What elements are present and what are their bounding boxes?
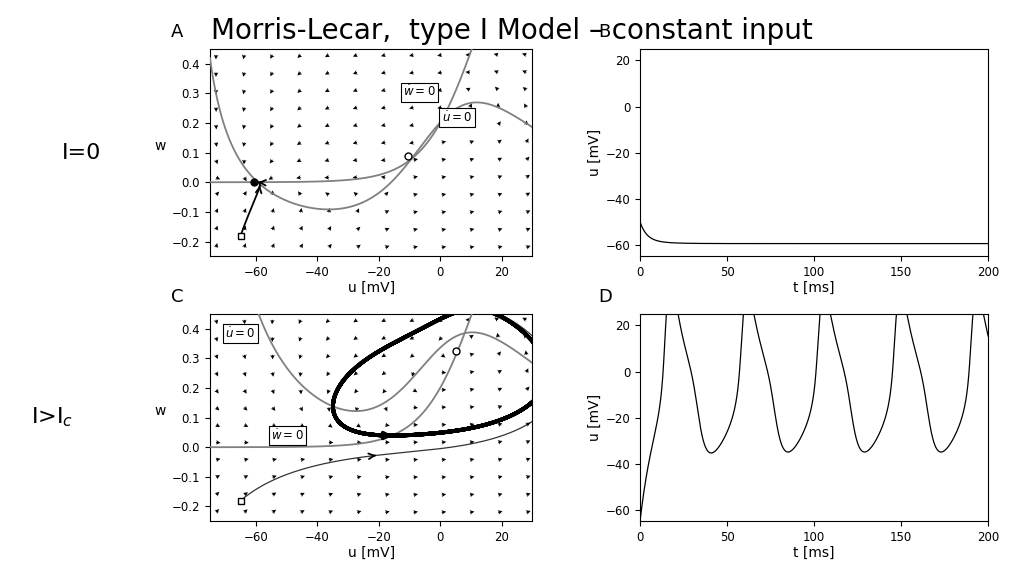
Y-axis label: u [mV]: u [mV] [588, 394, 601, 441]
Text: I>I$_c$: I>I$_c$ [31, 406, 73, 429]
Text: A: A [171, 22, 183, 41]
Text: $\dot{w}=0$: $\dot{w}=0$ [403, 85, 436, 99]
X-axis label: t [ms]: t [ms] [794, 545, 835, 559]
X-axis label: t [ms]: t [ms] [794, 281, 835, 294]
Text: $\dot{u}=0$: $\dot{u}=0$ [442, 110, 472, 124]
Text: C: C [171, 287, 183, 306]
Y-axis label: w: w [155, 404, 166, 418]
Text: D: D [598, 287, 612, 306]
Y-axis label: u [mV]: u [mV] [588, 129, 601, 176]
Text: Morris-Lecar,  type I Model – constant input: Morris-Lecar, type I Model – constant in… [211, 17, 813, 46]
Text: I=0: I=0 [61, 143, 100, 162]
Y-axis label: w: w [155, 139, 166, 153]
X-axis label: u [mV]: u [mV] [347, 545, 395, 559]
Text: $\dot{w}=0$: $\dot{w}=0$ [271, 429, 304, 443]
X-axis label: u [mV]: u [mV] [347, 281, 395, 294]
Text: B: B [598, 22, 610, 41]
Text: $\dot{u}=0$: $\dot{u}=0$ [225, 326, 256, 340]
